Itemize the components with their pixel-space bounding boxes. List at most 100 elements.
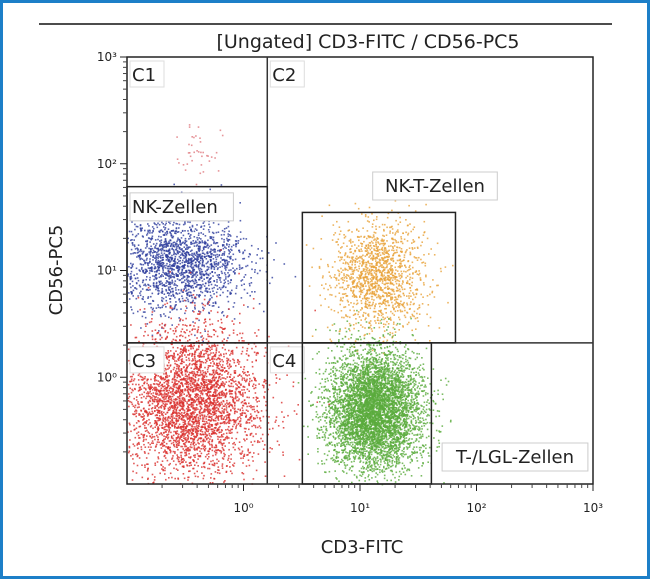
data-point <box>148 251 150 253</box>
data-point <box>209 188 211 191</box>
data-point <box>188 259 190 262</box>
data-point <box>245 265 247 268</box>
data-point <box>198 263 200 266</box>
data-point <box>193 264 196 267</box>
data-point <box>410 416 412 418</box>
data-point <box>352 369 355 371</box>
data-point <box>212 275 214 277</box>
data-point <box>437 284 439 287</box>
data-point <box>145 278 147 281</box>
data-point <box>404 251 407 254</box>
data-point <box>374 284 377 287</box>
data-point <box>184 285 186 287</box>
data-point <box>382 270 384 272</box>
data-point <box>357 313 359 316</box>
data-point <box>392 242 394 244</box>
data-point <box>379 259 382 261</box>
data-point <box>343 288 345 291</box>
data-point <box>383 242 385 245</box>
data-point <box>177 269 180 272</box>
data-point <box>396 460 398 462</box>
data-point <box>199 273 202 276</box>
data-point <box>394 303 396 305</box>
data-point <box>151 334 154 337</box>
data-point <box>346 315 349 318</box>
data-point <box>198 240 201 243</box>
data-point <box>164 285 166 287</box>
data-point <box>194 306 196 309</box>
data-point <box>155 277 158 280</box>
data-point <box>375 247 378 249</box>
data-point <box>130 277 133 279</box>
data-point <box>379 310 382 312</box>
data-point <box>359 255 361 258</box>
data-point <box>338 330 341 333</box>
data-point <box>149 267 152 269</box>
series-nk-t-zellen <box>305 198 454 377</box>
data-point <box>185 258 187 261</box>
data-point <box>369 292 372 294</box>
data-point <box>417 408 420 410</box>
data-point <box>189 250 192 252</box>
data-point <box>207 239 209 242</box>
data-point <box>170 305 172 307</box>
data-point <box>318 267 321 269</box>
data-point <box>219 277 222 279</box>
data-point <box>438 431 441 433</box>
data-point <box>353 309 355 312</box>
data-point <box>402 325 404 327</box>
data-point <box>340 403 342 406</box>
data-point <box>201 258 204 260</box>
data-point <box>214 284 217 286</box>
data-point <box>378 356 381 359</box>
data-point <box>249 284 251 287</box>
data-point <box>408 247 411 249</box>
data-point <box>360 432 363 435</box>
data-point <box>186 244 188 247</box>
data-point <box>181 253 184 256</box>
data-point <box>318 265 321 268</box>
data-point <box>151 308 154 311</box>
data-point <box>364 306 367 308</box>
data-point <box>368 332 371 335</box>
data-point <box>360 256 362 259</box>
data-point <box>356 299 358 302</box>
data-point <box>159 334 162 337</box>
data-point <box>130 278 132 280</box>
data-point <box>188 282 190 285</box>
data-point <box>387 304 390 307</box>
data-point <box>368 247 370 249</box>
data-point <box>388 295 390 297</box>
data-point <box>402 425 404 427</box>
data-point <box>374 252 377 255</box>
data-point <box>388 287 390 289</box>
data-point <box>416 317 419 319</box>
data-point <box>405 394 407 397</box>
data-point <box>347 229 350 232</box>
data-point <box>421 262 423 264</box>
data-point <box>228 274 231 276</box>
data-point <box>391 457 394 459</box>
data-point <box>363 435 365 438</box>
data-point <box>164 240 166 242</box>
data-point <box>354 442 357 444</box>
data-point <box>155 256 158 259</box>
data-point <box>390 479 392 482</box>
data-point <box>349 268 352 270</box>
data-point <box>162 304 164 307</box>
data-point <box>209 294 212 297</box>
data-point <box>371 265 373 268</box>
data-point <box>181 248 183 250</box>
data-point <box>377 294 380 296</box>
data-point <box>166 243 169 246</box>
data-point <box>199 257 202 259</box>
data-point <box>208 288 211 290</box>
data-point <box>335 428 338 430</box>
data-point <box>384 298 386 301</box>
data-point <box>410 230 412 233</box>
data-point <box>199 267 202 270</box>
data-point <box>397 393 400 395</box>
data-point <box>342 436 344 439</box>
data-point <box>185 299 187 302</box>
data-point <box>194 258 196 260</box>
